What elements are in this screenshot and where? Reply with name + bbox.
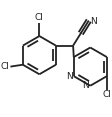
Text: N: N [66, 72, 73, 81]
Text: Cl: Cl [1, 62, 9, 71]
Text: Cl: Cl [102, 90, 111, 99]
Text: Cl: Cl [35, 13, 44, 22]
Text: N: N [90, 17, 97, 26]
Text: N: N [83, 81, 89, 90]
